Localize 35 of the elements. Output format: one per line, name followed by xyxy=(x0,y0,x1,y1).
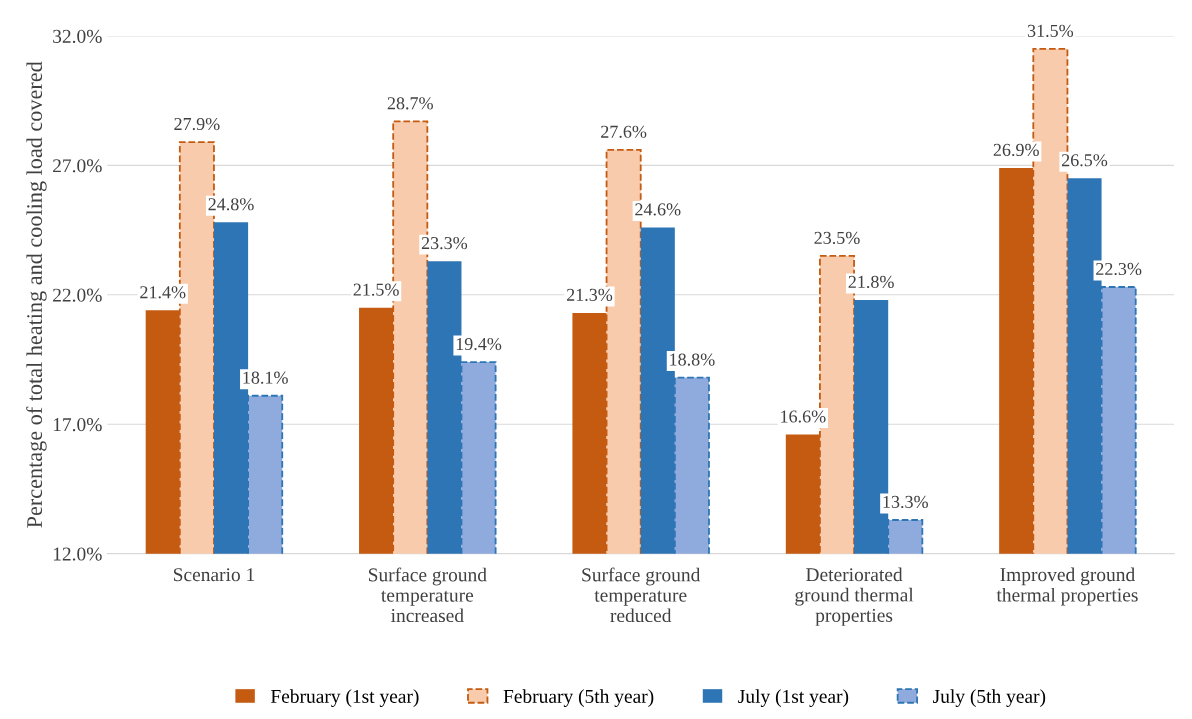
y-tick-label: 32.0% xyxy=(53,29,102,43)
data-label: 27.9% xyxy=(174,117,220,131)
x-tick-label: Improved ground thermal properties xyxy=(996,567,1138,606)
x-tick-label: Deteriorated ground thermal properties xyxy=(795,567,914,626)
data-label: 26.9% xyxy=(993,143,1039,157)
y-axis-title: Percentage of total heating and cooling load covered xyxy=(26,61,47,528)
data-label: 21.3% xyxy=(566,288,613,301)
data-label: 23.3% xyxy=(421,236,468,250)
legend-label: February (1st year) xyxy=(270,689,419,707)
x-tick-label: Surface ground temperature increased xyxy=(368,567,487,623)
y-tick-label: 22.0% xyxy=(53,288,102,302)
x-tick-label: Surface ground temperature reduced xyxy=(582,567,701,623)
data-label: 19.4% xyxy=(456,337,502,351)
y-tick-label: 12.0% xyxy=(53,547,102,561)
y-tick-label: 27.0% xyxy=(53,159,102,173)
data-label: 23.5% xyxy=(814,231,860,245)
data-label: 28.7% xyxy=(387,97,433,110)
legend-label: February (5th year) xyxy=(503,689,654,707)
data-label: 18.1% xyxy=(243,371,288,384)
data-label: 24.6% xyxy=(635,203,681,216)
legend-label: July (1st year) xyxy=(738,689,849,707)
y-tick-label: 17.0% xyxy=(53,418,102,432)
data-label: 18.8% xyxy=(670,353,715,366)
data-label: 26.5% xyxy=(1061,154,1108,167)
data-label: 21.5% xyxy=(353,283,399,296)
data-label: 27.6% xyxy=(601,125,647,138)
data-label: 22.3% xyxy=(1096,262,1142,276)
data-label: 13.3% xyxy=(883,495,928,509)
legend-label: July (5th year) xyxy=(933,689,1046,707)
data-label: 21.8% xyxy=(848,275,894,289)
data-label: 24.8% xyxy=(208,198,254,211)
data-label: 16.6% xyxy=(781,410,826,423)
x-tick-label: Scenario 1 xyxy=(173,568,255,582)
data-label: 31.5% xyxy=(1027,24,1074,37)
data-label: 21.4% xyxy=(140,286,186,299)
